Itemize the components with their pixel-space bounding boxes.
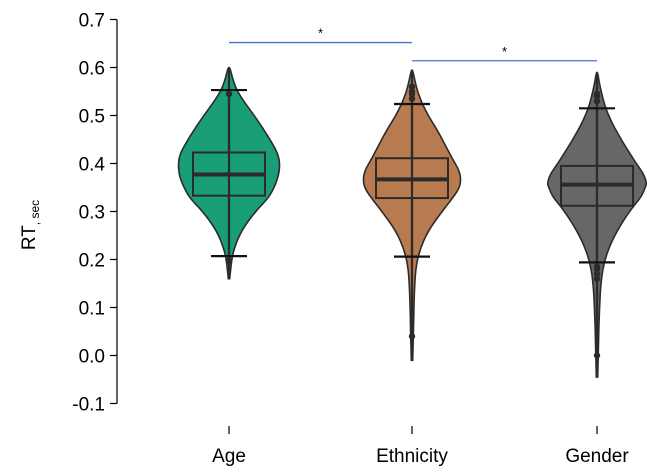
violin-group-ethnicity [362,69,462,362]
y-axis-label: RT, sec [19,200,42,250]
outlier-point [593,263,601,270]
outlier-point [408,95,416,102]
x-tick-label-gender: Gender [565,446,629,467]
outlier-point [408,333,416,340]
outlier-point [593,270,601,278]
x-tick-label-ethnicity: Ethnicity [376,446,448,467]
significance-brackets: ** [229,26,597,62]
outlier-point [408,88,416,95]
y-tick-label: 0.5 [79,107,105,128]
y-tick-label: 0.7 [79,11,105,32]
violin-group-gender [547,71,647,378]
y-tick-label: 0.1 [79,299,105,320]
y-tick-label: 0.0 [79,347,105,368]
outlier-point [225,90,233,98]
x-axis: Age Ethnicity Gender [212,426,629,467]
significance-marker: * [318,26,323,41]
outlier-point [408,83,416,90]
y-tick-label: 0.3 [79,203,105,224]
y-axis-title: RT, sec [19,200,42,250]
outlier-point [593,275,601,282]
violin-group-age [177,66,281,280]
y-tick-label: 0.4 [79,155,106,176]
violins [177,66,647,378]
y-axis-label-sub: , sec [28,200,42,225]
y-axis-label-main: RT [19,225,40,250]
x-tick-label-age: Age [212,446,246,467]
outlier-point [593,352,601,359]
y-axis: 0.7 0.6 0.5 0.4 0.3 0.2 0.1 0.0 -0.1 [72,11,118,416]
outlier-point [593,97,601,105]
outlier-point [225,257,233,265]
significance-marker: * [502,44,507,59]
y-tick-label: -0.1 [72,395,105,416]
y-tick-label: 0.6 [79,59,105,80]
y-tick-label: 0.2 [79,251,105,272]
outlier-point [593,90,601,98]
